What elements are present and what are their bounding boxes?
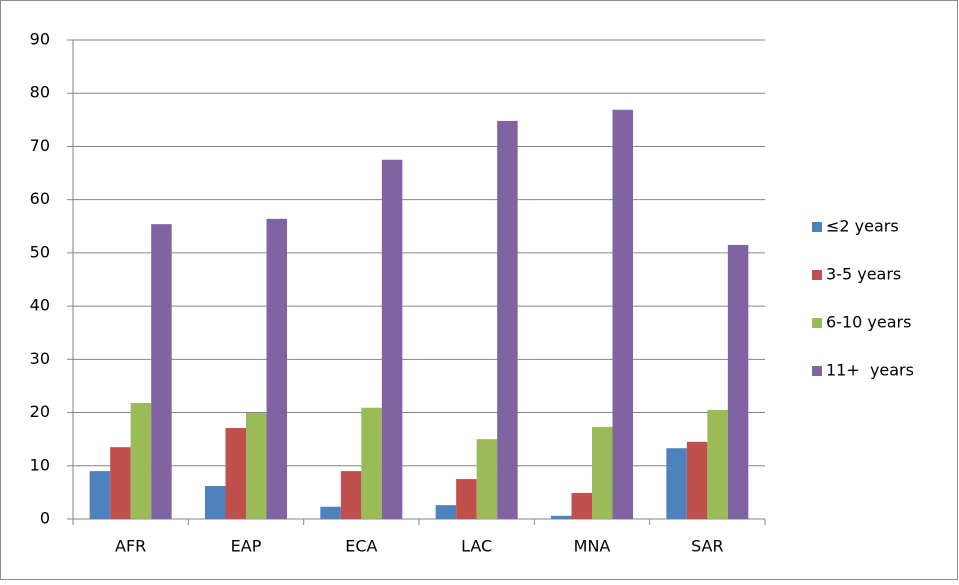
legend-swatch bbox=[812, 270, 822, 280]
x-tick-label: MNA bbox=[574, 537, 611, 556]
bar bbox=[361, 407, 382, 519]
legend-swatch bbox=[812, 366, 822, 376]
y-tick-label: 70 bbox=[30, 136, 50, 155]
bar bbox=[110, 447, 131, 519]
bar bbox=[551, 515, 572, 519]
bar bbox=[381, 159, 403, 519]
y-tick-label: 40 bbox=[30, 296, 50, 315]
bar bbox=[707, 409, 728, 519]
y-tick-label: 90 bbox=[30, 30, 50, 49]
bar bbox=[246, 413, 267, 519]
bar bbox=[435, 505, 457, 519]
bar bbox=[225, 427, 246, 519]
bar bbox=[727, 244, 749, 519]
bar bbox=[666, 448, 687, 519]
legend-label: 3-5 years bbox=[826, 265, 901, 284]
y-tick-label: 80 bbox=[30, 83, 50, 102]
y-tick-label: 20 bbox=[30, 402, 50, 421]
bar bbox=[89, 471, 111, 519]
y-tick-label: 30 bbox=[30, 349, 50, 368]
bar bbox=[456, 479, 477, 519]
y-tick-label: 60 bbox=[30, 189, 50, 208]
legend-label: ≤2 years bbox=[826, 217, 899, 236]
legend-swatch bbox=[812, 318, 822, 328]
bar bbox=[320, 506, 341, 519]
bar bbox=[571, 492, 592, 519]
y-tick-label: 50 bbox=[30, 242, 50, 261]
legend-swatch bbox=[812, 222, 822, 232]
bar bbox=[612, 109, 633, 520]
legend-label: 6-10 years bbox=[826, 313, 911, 332]
bar bbox=[686, 441, 708, 519]
bar bbox=[340, 471, 362, 519]
x-tick-label: AFR bbox=[115, 537, 146, 556]
bar bbox=[476, 439, 498, 519]
bar bbox=[592, 426, 613, 519]
bar bbox=[151, 224, 172, 519]
bar bbox=[497, 120, 518, 520]
x-tick-label: EAP bbox=[231, 537, 262, 556]
x-tick-label: LAC bbox=[461, 537, 492, 556]
legend-label: 11+ years bbox=[826, 361, 914, 380]
x-tick-label: SAR bbox=[691, 537, 724, 556]
y-tick-label: 0 bbox=[40, 509, 50, 528]
y-tick-label: 10 bbox=[30, 455, 50, 474]
bar bbox=[205, 486, 226, 519]
bar bbox=[266, 218, 287, 519]
bar bbox=[130, 402, 152, 519]
x-tick-label: ECA bbox=[345, 537, 377, 556]
